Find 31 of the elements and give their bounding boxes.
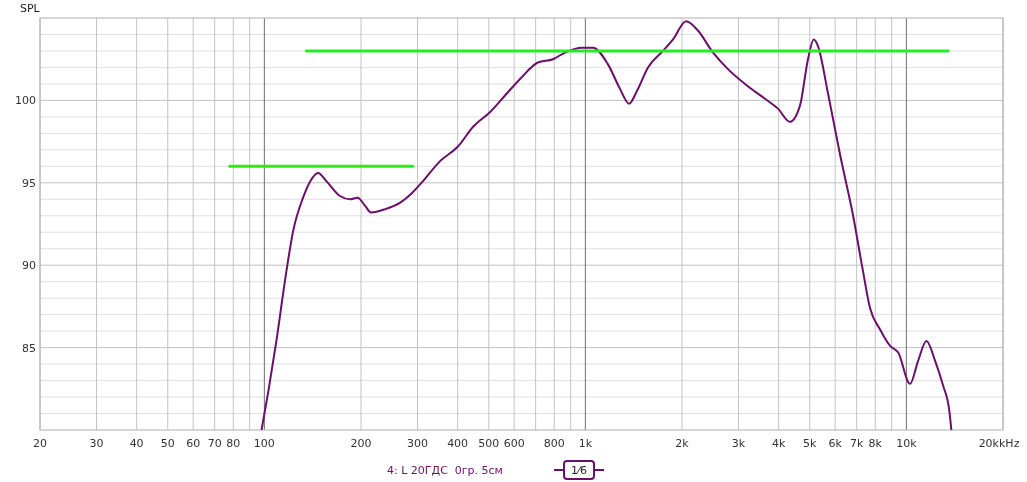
x-tick-label: 4k	[771, 437, 786, 450]
y-axis-title: SPL	[20, 2, 41, 15]
y-tick-label: 100	[15, 94, 36, 108]
x-tick-label: 2k	[675, 437, 690, 450]
x-axis-title: kHz	[999, 437, 1020, 450]
x-tick-label: 70	[207, 437, 222, 450]
x-tick-label: 50	[160, 437, 175, 450]
y-tick-label: 95	[22, 176, 36, 190]
x-tick-label: 40	[129, 437, 144, 450]
x-tick-label: 200	[350, 437, 372, 450]
x-tick-label: 20k	[978, 437, 1000, 450]
x-tick-label: 7k	[849, 437, 864, 450]
x-tick-label: 5k	[803, 437, 818, 450]
text: 4: L 20ГДС 0гр. 5см	[387, 464, 503, 477]
x-tick-label: 30	[89, 437, 104, 450]
x-tick-label: 60	[186, 437, 201, 450]
x-tick-label: 10k	[896, 437, 918, 450]
x-tick-label: 400	[447, 437, 469, 450]
y-tick-label: 90	[22, 259, 36, 273]
x-tick-label: 600	[503, 437, 525, 450]
x-tick-label: 300	[407, 437, 429, 450]
x-tick-label: 1k	[578, 437, 593, 450]
x-tick-label: 100	[253, 437, 275, 450]
x-tick-label: 20	[33, 437, 47, 450]
x-tick-label: 800	[543, 437, 565, 450]
x-tick-label: 8k	[868, 437, 883, 450]
x-tick-label: 3k	[731, 437, 746, 450]
x-tick-label: 500	[478, 437, 500, 450]
x-tick-label: 80	[226, 437, 241, 450]
y-tick-label: 85	[22, 341, 36, 355]
x-tick-label: 6k	[828, 437, 843, 450]
